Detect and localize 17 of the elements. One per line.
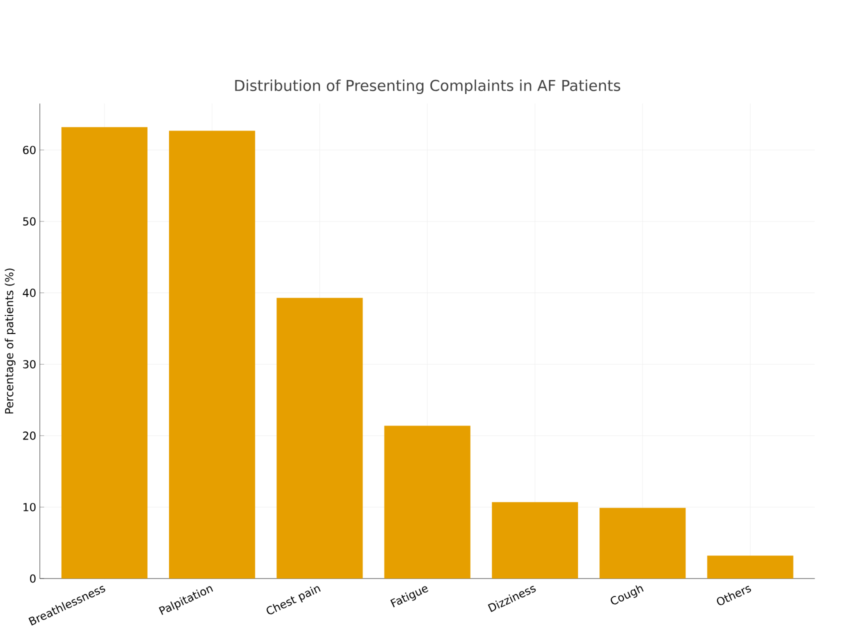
y-tick-label: 0 [30,574,36,583]
bar [707,556,794,579]
y-tick-label: 50 [23,217,36,226]
bar [492,502,578,579]
y-tick-label: 60 [23,146,36,154]
y-axis-title: Percentage of patients (%) [4,268,16,414]
chart-title: Distribution of Presenting Complaints in AF Patients [235,80,620,94]
y-tick-label: 40 [22,288,36,297]
bar [384,426,470,579]
x-tick-label: Chest pain [266,586,321,614]
y-tick-label: 30 [23,360,36,368]
bar [169,130,256,579]
y-tick-label: 20 [23,432,36,440]
y-tick-label: 10 [24,502,36,512]
bar [600,508,686,579]
bar [276,298,363,579]
bar [61,127,148,579]
